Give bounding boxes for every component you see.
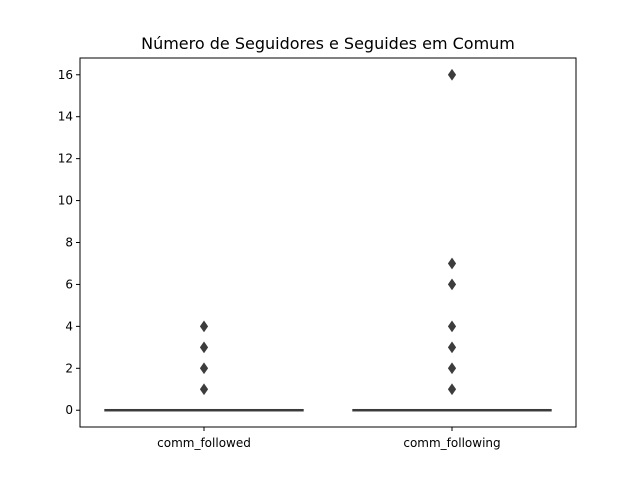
box-comm_followed <box>104 320 304 412</box>
outlier-point <box>447 278 457 291</box>
y-axis: 0 2 4 6 8 10 12 14 16 <box>58 68 80 417</box>
outlier-point <box>447 383 457 396</box>
outlier-point <box>447 257 457 270</box>
outlier-point <box>199 383 209 396</box>
plot-area <box>104 68 552 412</box>
y-tick-label: 12 <box>58 152 73 166</box>
y-tick-label: 10 <box>58 194 73 208</box>
y-tick-label: 8 <box>65 236 73 250</box>
outlier-point <box>447 320 457 333</box>
y-tick-label: 0 <box>65 403 73 417</box>
outlier-point <box>447 68 457 81</box>
outlier-point <box>447 341 457 354</box>
box-comm_following <box>352 68 552 412</box>
x-tick-label: comm_following <box>403 436 500 450</box>
chart-title: Número de Seguidores e Seguides em Comum <box>141 34 515 53</box>
axes-frame <box>79 57 577 428</box>
outlier-point <box>199 362 209 375</box>
y-tick-label: 14 <box>58 110 73 124</box>
y-tick-label: 6 <box>65 277 73 291</box>
y-tick-label: 4 <box>65 319 73 333</box>
outlier-point <box>199 341 209 354</box>
y-tick-label: 2 <box>65 361 73 375</box>
outlier-point <box>447 362 457 375</box>
outlier-point <box>199 320 209 333</box>
x-axis: comm_followed comm_following <box>157 427 501 450</box>
x-tick-label: comm_followed <box>157 436 251 450</box>
y-tick-label: 16 <box>58 68 73 82</box>
